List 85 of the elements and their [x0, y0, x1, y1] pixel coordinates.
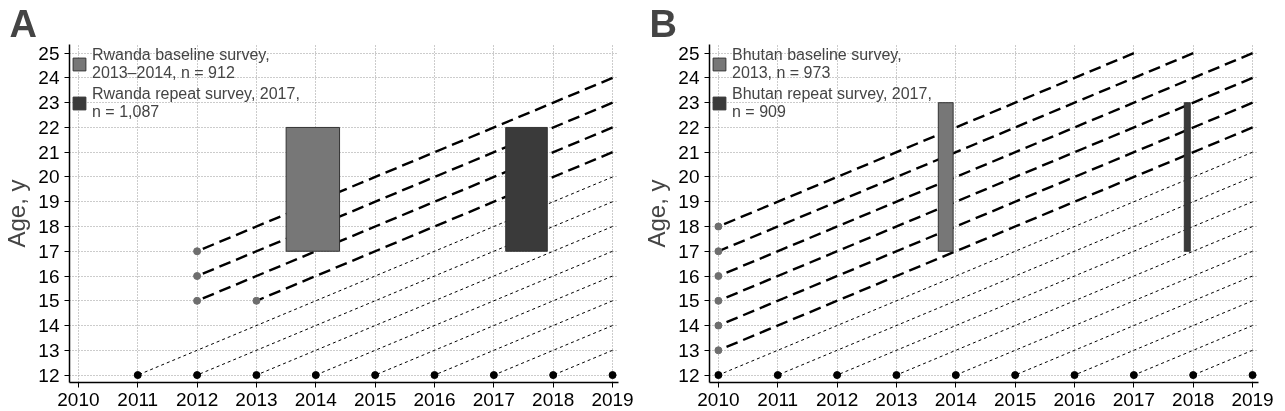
point — [714, 371, 723, 380]
y-tick-label: 23 — [678, 92, 700, 114]
x-tick-label: 2015 — [354, 388, 397, 410]
point — [193, 247, 202, 256]
x-tick-label: 2016 — [1053, 388, 1096, 410]
y-tick-label: 13 — [678, 339, 700, 361]
x-tick-label: 2012 — [175, 388, 219, 410]
legend-label: Rwanda baseline survey, 2013–2014, n = 912 — [92, 46, 270, 82]
y-tick-label: 21 — [38, 141, 60, 163]
point — [714, 222, 723, 231]
x-tick-label: 2012 — [815, 388, 859, 410]
y-tick-label: 16 — [678, 265, 700, 287]
y-tick-label: 15 — [38, 290, 60, 312]
point — [714, 272, 723, 281]
y-tick-label: 22 — [38, 116, 60, 138]
point — [892, 371, 901, 380]
y-tick-label: 16 — [38, 265, 60, 287]
y-tick-label: 20 — [38, 166, 60, 188]
x-tick-label: 2010 — [697, 388, 740, 410]
x-tick-label: 2018 — [532, 388, 575, 410]
y-tick-label: 18 — [678, 216, 700, 237]
y-tick-label: 24 — [678, 67, 700, 89]
y-tick-label: 12 — [38, 364, 60, 386]
point — [252, 296, 261, 305]
y-axis-title: Age, y — [643, 179, 671, 248]
y-tick-label: 14 — [678, 315, 700, 337]
point — [252, 371, 261, 380]
point — [833, 371, 842, 380]
y-tick-label: 17 — [678, 240, 700, 262]
point — [714, 321, 723, 330]
x-tick-label: 2013 — [235, 388, 278, 410]
point — [549, 371, 558, 380]
y-tick-label: 24 — [38, 67, 60, 89]
point — [714, 346, 723, 355]
y-tick-label: 19 — [678, 191, 700, 213]
y-tick-label: 23 — [38, 92, 60, 114]
point — [773, 371, 782, 380]
point — [714, 247, 723, 256]
point — [489, 371, 498, 380]
point — [714, 296, 723, 305]
point — [193, 296, 202, 305]
y-tick-label: 13 — [38, 339, 60, 361]
point — [311, 371, 320, 380]
y-tick-label: 25 — [678, 42, 700, 64]
point — [1248, 371, 1257, 380]
point — [608, 371, 617, 380]
point — [371, 371, 380, 380]
x-tick-label: 2013 — [875, 388, 918, 410]
point — [1129, 371, 1138, 380]
y-axis-title: Age, y — [3, 179, 31, 248]
y-tick-label: 17 — [38, 240, 60, 262]
x-tick-label: 2019 — [1231, 388, 1274, 410]
y-tick-label: 19 — [38, 191, 60, 213]
y-tick-label: 22 — [678, 116, 700, 138]
y-tick-label: 25 — [38, 42, 60, 64]
point — [1070, 371, 1079, 380]
x-tick-label: 2017 — [1112, 388, 1156, 410]
y-tick-label: 20 — [678, 166, 700, 188]
x-tick-label: 2011 — [117, 388, 159, 410]
x-tick-label: 2015 — [994, 388, 1037, 410]
point — [1011, 371, 1020, 380]
x-tick-label: 2018 — [1172, 388, 1215, 410]
x-tick-label: 2014 — [934, 388, 978, 410]
y-tick-label: 12 — [678, 364, 700, 386]
point — [193, 371, 202, 380]
chart-title: B — [649, 2, 677, 45]
x-tick-label: 2010 — [57, 388, 100, 410]
x-tick-label: 2011 — [757, 388, 799, 410]
point — [193, 272, 202, 281]
x-tick-label: 2016 — [413, 388, 456, 410]
point — [430, 371, 439, 380]
point — [951, 371, 960, 380]
y-tick-label: 14 — [38, 315, 60, 337]
y-tick-label: 21 — [678, 141, 700, 163]
legend-label: Bhutan repeat survey, 2017, n = 909 — [732, 85, 932, 121]
point — [1189, 371, 1198, 380]
x-tick-label: 2019 — [591, 388, 634, 410]
legend-label: Bhutan baseline survey, 2013, n = 973 — [732, 46, 902, 82]
chart-title: A — [9, 2, 37, 45]
y-tick-label: 15 — [678, 290, 700, 312]
point — [133, 371, 142, 380]
x-tick-label: 2017 — [472, 388, 516, 410]
x-tick-label: 2014 — [294, 388, 338, 410]
legend-label: Rwanda repeat survey, 2017, n = 1,087 — [92, 85, 300, 121]
y-tick-label: 18 — [38, 216, 60, 237]
